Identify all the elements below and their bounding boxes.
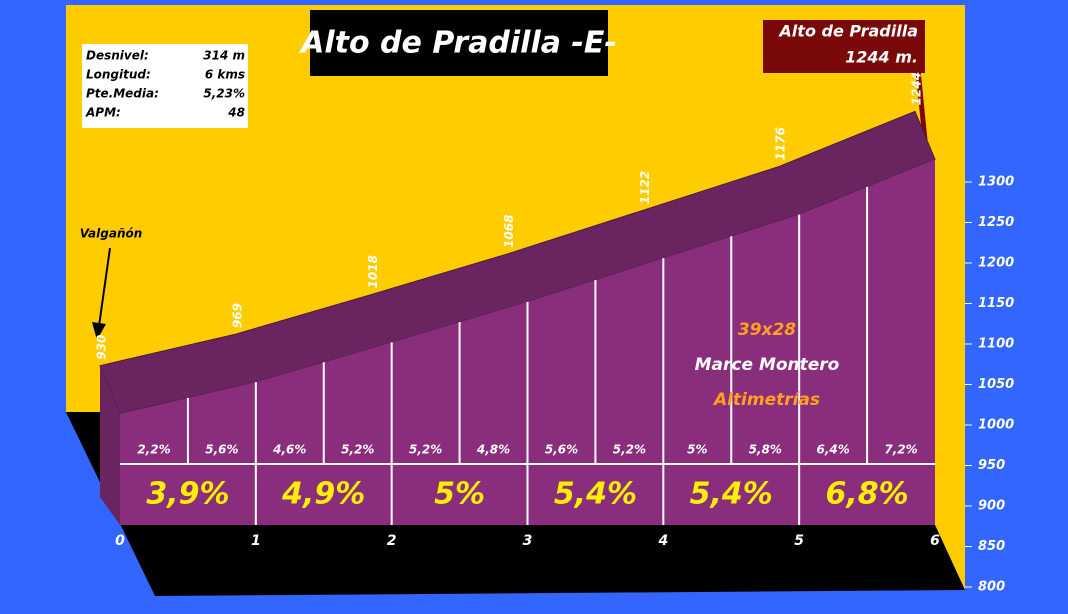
- elevation-label: 1018: [366, 255, 380, 288]
- y-tick-label: 950: [978, 458, 1005, 473]
- y-tick-label: 1250: [978, 215, 1014, 230]
- half-km-gradient: 4,8%: [476, 443, 510, 457]
- flag-pole: [915, 69, 928, 141]
- elevation-label: 969: [230, 303, 244, 328]
- elevation-label: 1244: [910, 72, 924, 105]
- stat-label: Desnivel:: [86, 49, 149, 63]
- km-gradient: 5,4%: [690, 477, 773, 512]
- left-side: [100, 365, 120, 525]
- y-tick-label: 1100: [978, 337, 1014, 352]
- start-arrow: [98, 247, 111, 327]
- stat-label: APM:: [85, 106, 121, 120]
- y-tick-label: 1050: [978, 377, 1014, 392]
- title-box: [310, 10, 608, 76]
- start-arrow-head: [92, 322, 106, 340]
- x-tick-label: 0: [115, 533, 125, 549]
- x-tick-label: 4: [657, 533, 668, 549]
- credit: 39x28: [738, 320, 796, 340]
- km-gradient: 5,4%: [554, 477, 637, 512]
- x-tick-label: 6: [930, 533, 940, 549]
- half-km-gradient: 5,6%: [205, 443, 238, 457]
- stat-value: 6 kms: [205, 68, 245, 82]
- elevation-label: 1122: [638, 171, 652, 204]
- chart-title: Alto de Pradilla -E-: [299, 26, 617, 61]
- elevation-label: 930: [95, 335, 109, 360]
- y-tick-label: 1000: [978, 418, 1014, 433]
- summit-box: [763, 20, 925, 73]
- stat-value: 5,23%: [203, 87, 245, 101]
- elevation-label: 1176: [774, 127, 788, 160]
- profile-top: [99, 110, 936, 415]
- stat-label: Longitud:: [86, 68, 151, 82]
- y-tick-label: 900: [978, 499, 1005, 514]
- km-gradient: 3,9%: [146, 477, 229, 512]
- stat-label: Pte.Media:: [86, 87, 159, 101]
- credit: Altimetrías: [712, 390, 820, 410]
- km-gradient: 4,9%: [281, 477, 365, 512]
- y-tick-label: 1300: [978, 175, 1014, 190]
- half-km-gradient: 6,4%: [816, 443, 849, 457]
- half-km-gradient: 2,2%: [137, 443, 170, 457]
- x-tick-label: 2: [387, 533, 397, 549]
- elevation-label: 1068: [502, 215, 516, 248]
- stat-value: 314 m: [203, 49, 245, 63]
- x-tick-label: 3: [523, 533, 533, 549]
- y-tick-label: 1150: [978, 296, 1014, 311]
- half-km-gradient: 5%: [687, 443, 707, 457]
- km-gradient: 5%: [434, 477, 485, 512]
- half-km-gradient: 7,2%: [884, 443, 917, 457]
- y-tick-label: 1200: [978, 256, 1014, 271]
- y-tick-label: 800: [978, 580, 1005, 595]
- start-label: Valgañón: [80, 227, 143, 241]
- half-km-gradient: 5,8%: [749, 443, 782, 457]
- summit-name: Alto de Pradilla: [777, 22, 918, 41]
- km-gradient: 6,8%: [825, 477, 908, 512]
- half-km-gradient: 4,6%: [272, 443, 306, 457]
- credit: Marce Montero: [695, 355, 840, 375]
- half-km-gradient: 5,2%: [341, 443, 374, 457]
- x-tick-label: 1: [251, 533, 261, 549]
- x-tick-label: 5: [794, 533, 804, 549]
- half-km-gradient: 5,2%: [613, 443, 646, 457]
- summit-altitude: 1244 m.: [845, 48, 918, 67]
- half-km-gradient: 5,2%: [409, 443, 442, 457]
- stat-value: 48: [227, 106, 245, 120]
- stats-box: [82, 44, 248, 128]
- y-tick-label: 850: [978, 539, 1005, 554]
- half-km-gradient: 5,6%: [545, 443, 578, 457]
